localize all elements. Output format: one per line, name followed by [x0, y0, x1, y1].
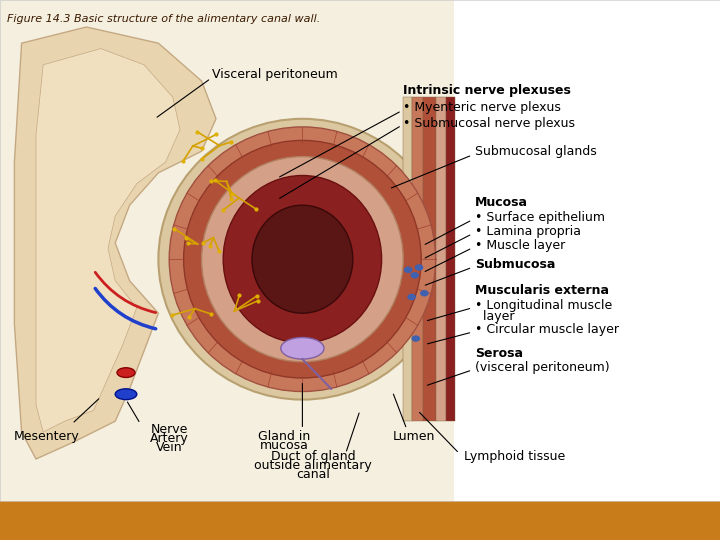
- Text: Vein: Vein: [156, 441, 182, 454]
- Text: • Submucosal nerve plexus: • Submucosal nerve plexus: [403, 117, 575, 130]
- Text: • Circular muscle layer: • Circular muscle layer: [475, 323, 619, 336]
- Text: Mesentery: Mesentery: [14, 430, 80, 443]
- Text: layer: layer: [475, 310, 515, 323]
- Bar: [412, 97, 423, 421]
- Text: Artery: Artery: [150, 432, 189, 445]
- Circle shape: [412, 335, 420, 342]
- Circle shape: [415, 264, 423, 271]
- FancyArrowPatch shape: [95, 272, 156, 313]
- Ellipse shape: [223, 176, 382, 343]
- Text: Gland in: Gland in: [258, 430, 310, 443]
- Text: • Longitudinal muscle: • Longitudinal muscle: [475, 299, 613, 312]
- Text: Submucosal glands: Submucosal glands: [475, 145, 597, 158]
- Text: Duct of gland: Duct of gland: [271, 450, 356, 463]
- Text: Muscularis externa: Muscularis externa: [475, 284, 609, 297]
- Text: Lumen: Lumen: [393, 430, 435, 443]
- Text: canal: canal: [296, 468, 330, 481]
- Ellipse shape: [117, 368, 135, 377]
- Text: (visceral peritoneum): (visceral peritoneum): [475, 361, 610, 374]
- Text: outside alimentary: outside alimentary: [254, 459, 372, 472]
- Polygon shape: [14, 27, 216, 459]
- Circle shape: [408, 294, 416, 300]
- Circle shape: [420, 290, 428, 296]
- Polygon shape: [36, 49, 180, 432]
- Ellipse shape: [115, 389, 137, 400]
- Ellipse shape: [281, 338, 324, 359]
- Bar: [403, 97, 412, 421]
- Text: Visceral peritoneum: Visceral peritoneum: [212, 68, 338, 81]
- Ellipse shape: [252, 205, 353, 313]
- Ellipse shape: [184, 140, 421, 378]
- Text: • Surface epithelium: • Surface epithelium: [475, 211, 606, 224]
- Text: • Lamina propria: • Lamina propria: [475, 225, 581, 238]
- Bar: [446, 97, 455, 421]
- Ellipse shape: [169, 127, 436, 392]
- Text: Submucosa: Submucosa: [475, 258, 556, 271]
- Ellipse shape: [202, 157, 403, 362]
- Bar: [436, 97, 446, 421]
- Text: mucosa: mucosa: [260, 439, 309, 452]
- Text: Figure 14.3 Basic structure of the alimentary canal wall.: Figure 14.3 Basic structure of the alime…: [7, 14, 320, 24]
- Text: Nerve: Nerve: [150, 423, 188, 436]
- Bar: [423, 97, 436, 421]
- Bar: [0, 501, 720, 540]
- Text: Serosa: Serosa: [475, 347, 523, 360]
- Text: • Myenteric nerve plexus: • Myenteric nerve plexus: [403, 102, 561, 114]
- FancyArrowPatch shape: [95, 288, 156, 329]
- Text: Lymphoid tissue: Lymphoid tissue: [464, 450, 566, 463]
- Ellipse shape: [158, 119, 446, 400]
- FancyBboxPatch shape: [454, 0, 720, 501]
- Text: Intrinsic nerve plexuses: Intrinsic nerve plexuses: [403, 84, 571, 97]
- Text: • Muscle layer: • Muscle layer: [475, 239, 565, 252]
- Text: Mucosa: Mucosa: [475, 196, 528, 209]
- Circle shape: [404, 267, 413, 273]
- Circle shape: [410, 272, 419, 279]
- FancyBboxPatch shape: [0, 0, 518, 501]
